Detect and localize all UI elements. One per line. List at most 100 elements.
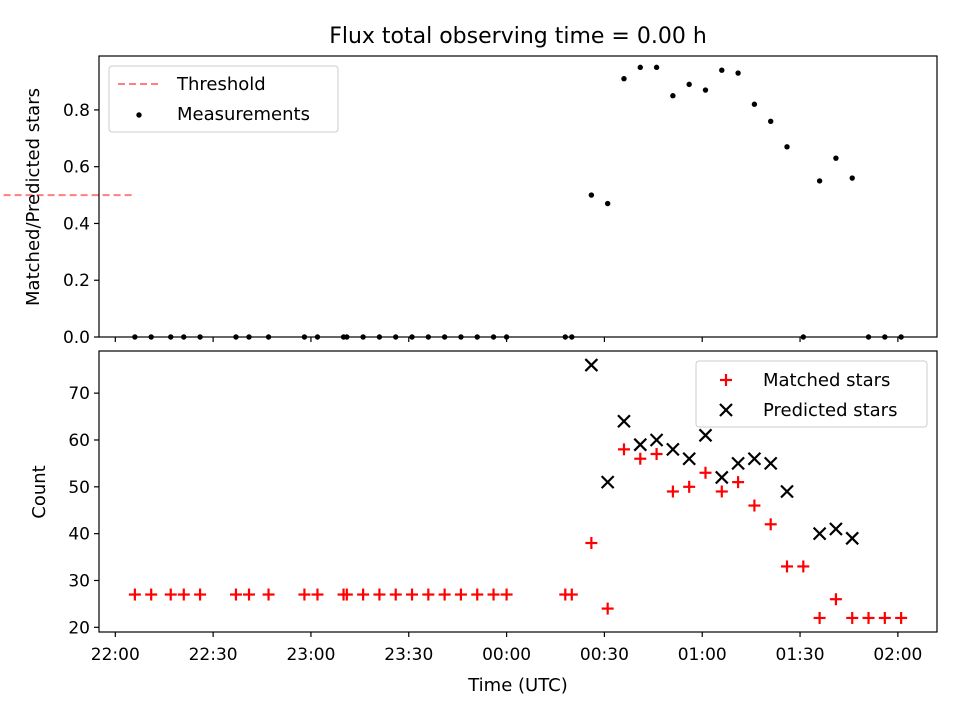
matched-point — [242, 588, 255, 601]
x-tick-label: 00:00 — [482, 645, 531, 665]
matched-point — [311, 588, 324, 601]
y-tick-label: 70 — [68, 384, 90, 404]
matched-point — [764, 518, 777, 531]
matched-point — [357, 588, 370, 601]
predicted-point — [845, 531, 859, 546]
x-tick-label: 23:30 — [384, 645, 433, 665]
measurement-point — [604, 200, 611, 207]
matched-point — [862, 611, 875, 624]
matched-point — [732, 476, 745, 489]
matched-point — [748, 499, 761, 512]
predicted-point — [812, 526, 827, 541]
predicted-point — [731, 456, 745, 471]
count-panel-frame — [98, 350, 938, 633]
matched-point — [634, 452, 647, 465]
measurement-point — [816, 178, 823, 184]
matched-point — [781, 560, 794, 573]
matched-point — [177, 588, 190, 601]
count-legend: Matched stars Predicted stars — [695, 360, 928, 428]
count-legend-box — [695, 360, 928, 428]
measurement-point — [768, 118, 774, 124]
measurement-point — [751, 101, 758, 107]
matched-point — [340, 588, 353, 601]
predicted-point — [715, 470, 729, 485]
ratio-legend: Threshold Measurements — [108, 65, 339, 133]
matched-point — [797, 560, 810, 573]
count-panel: 20 30 40 50 60 70 22:00 22:30 23:00 23:30 00:00 00… — [29, 350, 938, 696]
ratio-y-axis-label: Matched/Predicted stars — [23, 88, 44, 306]
predicted-point — [763, 456, 778, 471]
predicted-point — [584, 358, 599, 372]
predicted-point — [617, 414, 631, 429]
predicted-point — [780, 484, 794, 499]
y-tick-label: 50 — [68, 478, 90, 498]
matched-point — [500, 588, 513, 601]
matched-point — [389, 588, 402, 601]
matched-point — [373, 588, 386, 601]
matched-point — [846, 611, 859, 624]
x-tick-label: 02:00 — [873, 645, 922, 665]
count-y-axis-label: Count — [29, 465, 50, 518]
matched-legend-label: Matched stars — [763, 370, 890, 391]
y-tick-label: 30 — [68, 571, 90, 591]
matched-point — [406, 588, 419, 601]
matched-point — [683, 480, 696, 493]
measurements-legend-label: Measurements — [177, 104, 310, 125]
matched-point — [194, 588, 207, 601]
matched-point — [650, 448, 663, 461]
matched-point — [829, 593, 842, 606]
matched-point — [128, 588, 141, 601]
y-tick-label: 0.0 — [63, 328, 90, 348]
predicted-point — [829, 522, 843, 536]
x-tick-label: 22:30 — [189, 645, 238, 665]
matched-point — [454, 588, 467, 601]
measurement-point — [686, 81, 692, 88]
measurement-point — [784, 144, 790, 150]
predicted-point — [633, 437, 648, 452]
y-tick-label: 60 — [68, 431, 90, 451]
measurement-point — [702, 87, 709, 93]
x-tick-label: 23:00 — [286, 645, 335, 665]
predicted-legend-label: Predicted stars — [763, 400, 897, 421]
ratio-legend-box — [108, 65, 339, 133]
measurement-point — [849, 175, 855, 181]
matched-point — [617, 443, 630, 456]
x-tick-label: 22:00 — [91, 645, 140, 665]
predicted-point — [682, 451, 696, 466]
matched-point — [699, 466, 712, 479]
x-tick-label: 01:00 — [678, 645, 727, 665]
matched-point — [585, 537, 598, 550]
matched-point — [145, 588, 158, 601]
x-tick-label: 01:30 — [776, 645, 825, 665]
y-tick-label: 40 — [68, 525, 90, 545]
threshold-legend-label: Threshold — [176, 74, 266, 95]
measurement-point — [833, 155, 839, 161]
y-tick-label: 20 — [68, 618, 90, 638]
predicted-point — [666, 442, 680, 457]
matched-point — [601, 602, 614, 615]
matched-point — [422, 588, 435, 601]
measurement-point — [719, 67, 725, 73]
measurement-point — [588, 192, 595, 198]
measurements-legend-swatch — [136, 112, 142, 118]
matched-point — [666, 485, 679, 498]
measurement-point — [653, 64, 660, 71]
y-tick-label: 0.6 — [63, 158, 90, 178]
measurement-point — [735, 70, 741, 76]
y-tick-label: 0.2 — [63, 271, 90, 291]
matched-point — [438, 588, 451, 601]
matched-point — [878, 611, 891, 624]
predicted-point — [698, 428, 713, 443]
x-tick-label: 00:30 — [580, 645, 629, 665]
matched-point — [471, 588, 484, 601]
measurement-point — [637, 64, 643, 71]
y-tick-label: 0.4 — [63, 214, 90, 234]
chart-title: Flux total observing time = 0.00 h — [329, 24, 707, 49]
matched-point — [262, 588, 275, 601]
matched-point — [895, 611, 908, 624]
matched-point — [487, 588, 500, 601]
matched-point — [715, 485, 728, 498]
matched-point — [164, 588, 177, 601]
predicted-point — [747, 451, 762, 466]
